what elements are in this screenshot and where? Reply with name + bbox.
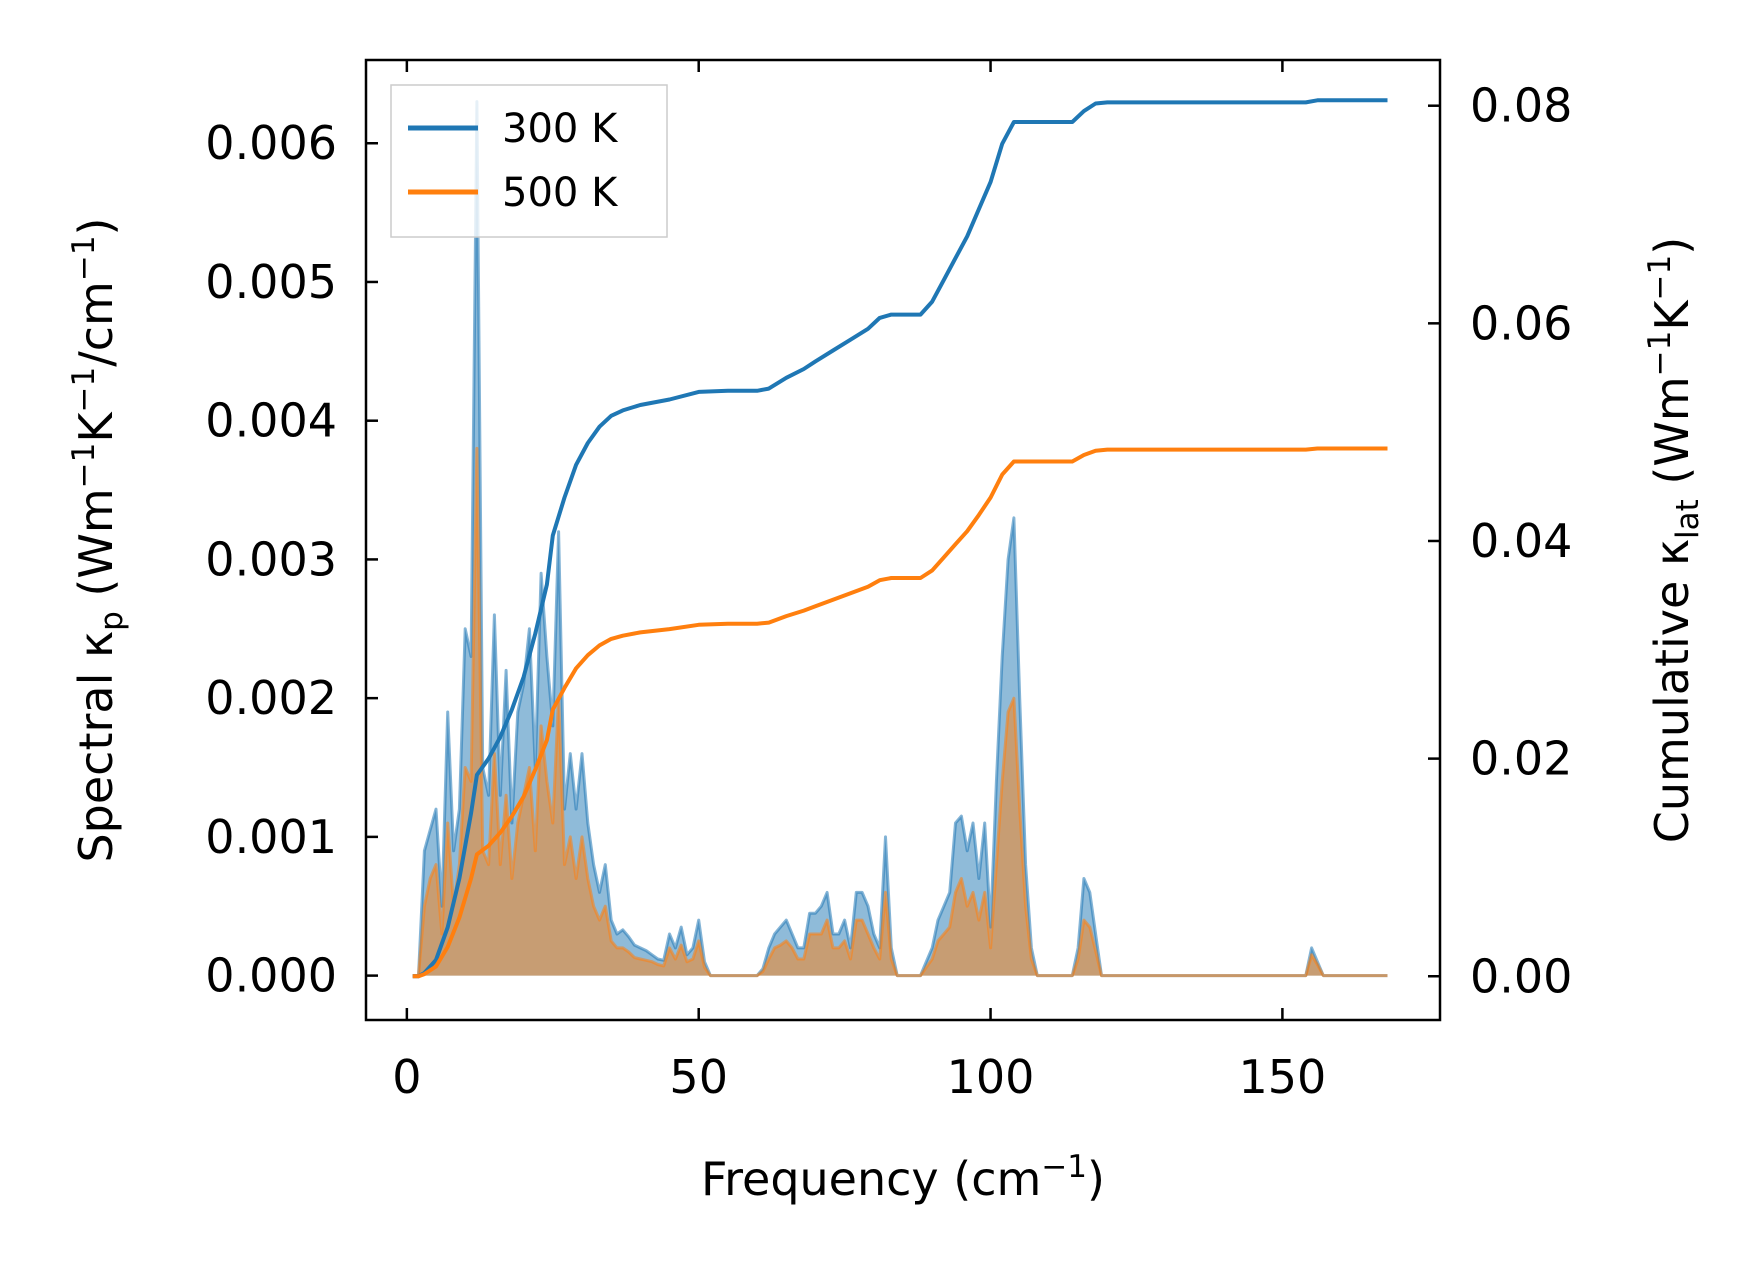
y-axis-left-label: Spectral κp (Wm−1K−1/cm−1) xyxy=(66,217,130,862)
y-left-tick-label: 0.003 xyxy=(205,532,337,586)
legend: 300 K 500 K xyxy=(390,84,668,238)
y-axis-right-label: Cumulative κlat (Wm−1K−1) xyxy=(1642,237,1706,843)
y-left-tick-label: 0.001 xyxy=(205,810,337,864)
y-left-tick-label: 0.002 xyxy=(205,671,337,725)
x-tick-label: 0 xyxy=(392,1050,421,1104)
x-tick-label: 50 xyxy=(669,1050,728,1104)
y-right-tick-label: 0.00 xyxy=(1470,949,1572,1003)
x-tick-label: 150 xyxy=(1238,1050,1326,1104)
y-right-tick-label: 0.04 xyxy=(1470,514,1572,568)
cumulative-300k-line xyxy=(412,98,1388,979)
axis-ticks: 0 50 100 1500.0000.0010.0020.0030.0040.0050… xyxy=(205,60,1572,1104)
spectral-500k-outline xyxy=(412,446,1388,978)
y-right-tick-label: 0.08 xyxy=(1470,79,1572,133)
legend-label-500k: 500 K xyxy=(502,170,619,216)
spectral-300k-outline xyxy=(412,100,1388,978)
cumulative-lines xyxy=(412,98,1388,979)
y-left-tick-label: 0.000 xyxy=(205,949,337,1003)
y-left-tick-label: 0.005 xyxy=(205,255,337,309)
legend-label-300k: 300 K xyxy=(502,106,619,152)
y-right-tick-label: 0.06 xyxy=(1470,296,1572,350)
y-right-tick-label: 0.02 xyxy=(1470,732,1572,786)
y-left-tick-label: 0.004 xyxy=(205,394,337,448)
spectral-fills xyxy=(412,100,1388,978)
spectral-500k-area xyxy=(412,448,1388,976)
cumulative-500k-line xyxy=(412,446,1388,979)
x-axis-label: Frequency (cm−1) xyxy=(701,1149,1105,1206)
x-tick-label: 100 xyxy=(947,1050,1035,1104)
legend-box xyxy=(390,84,668,238)
y-left-tick-label: 0.006 xyxy=(205,116,337,170)
